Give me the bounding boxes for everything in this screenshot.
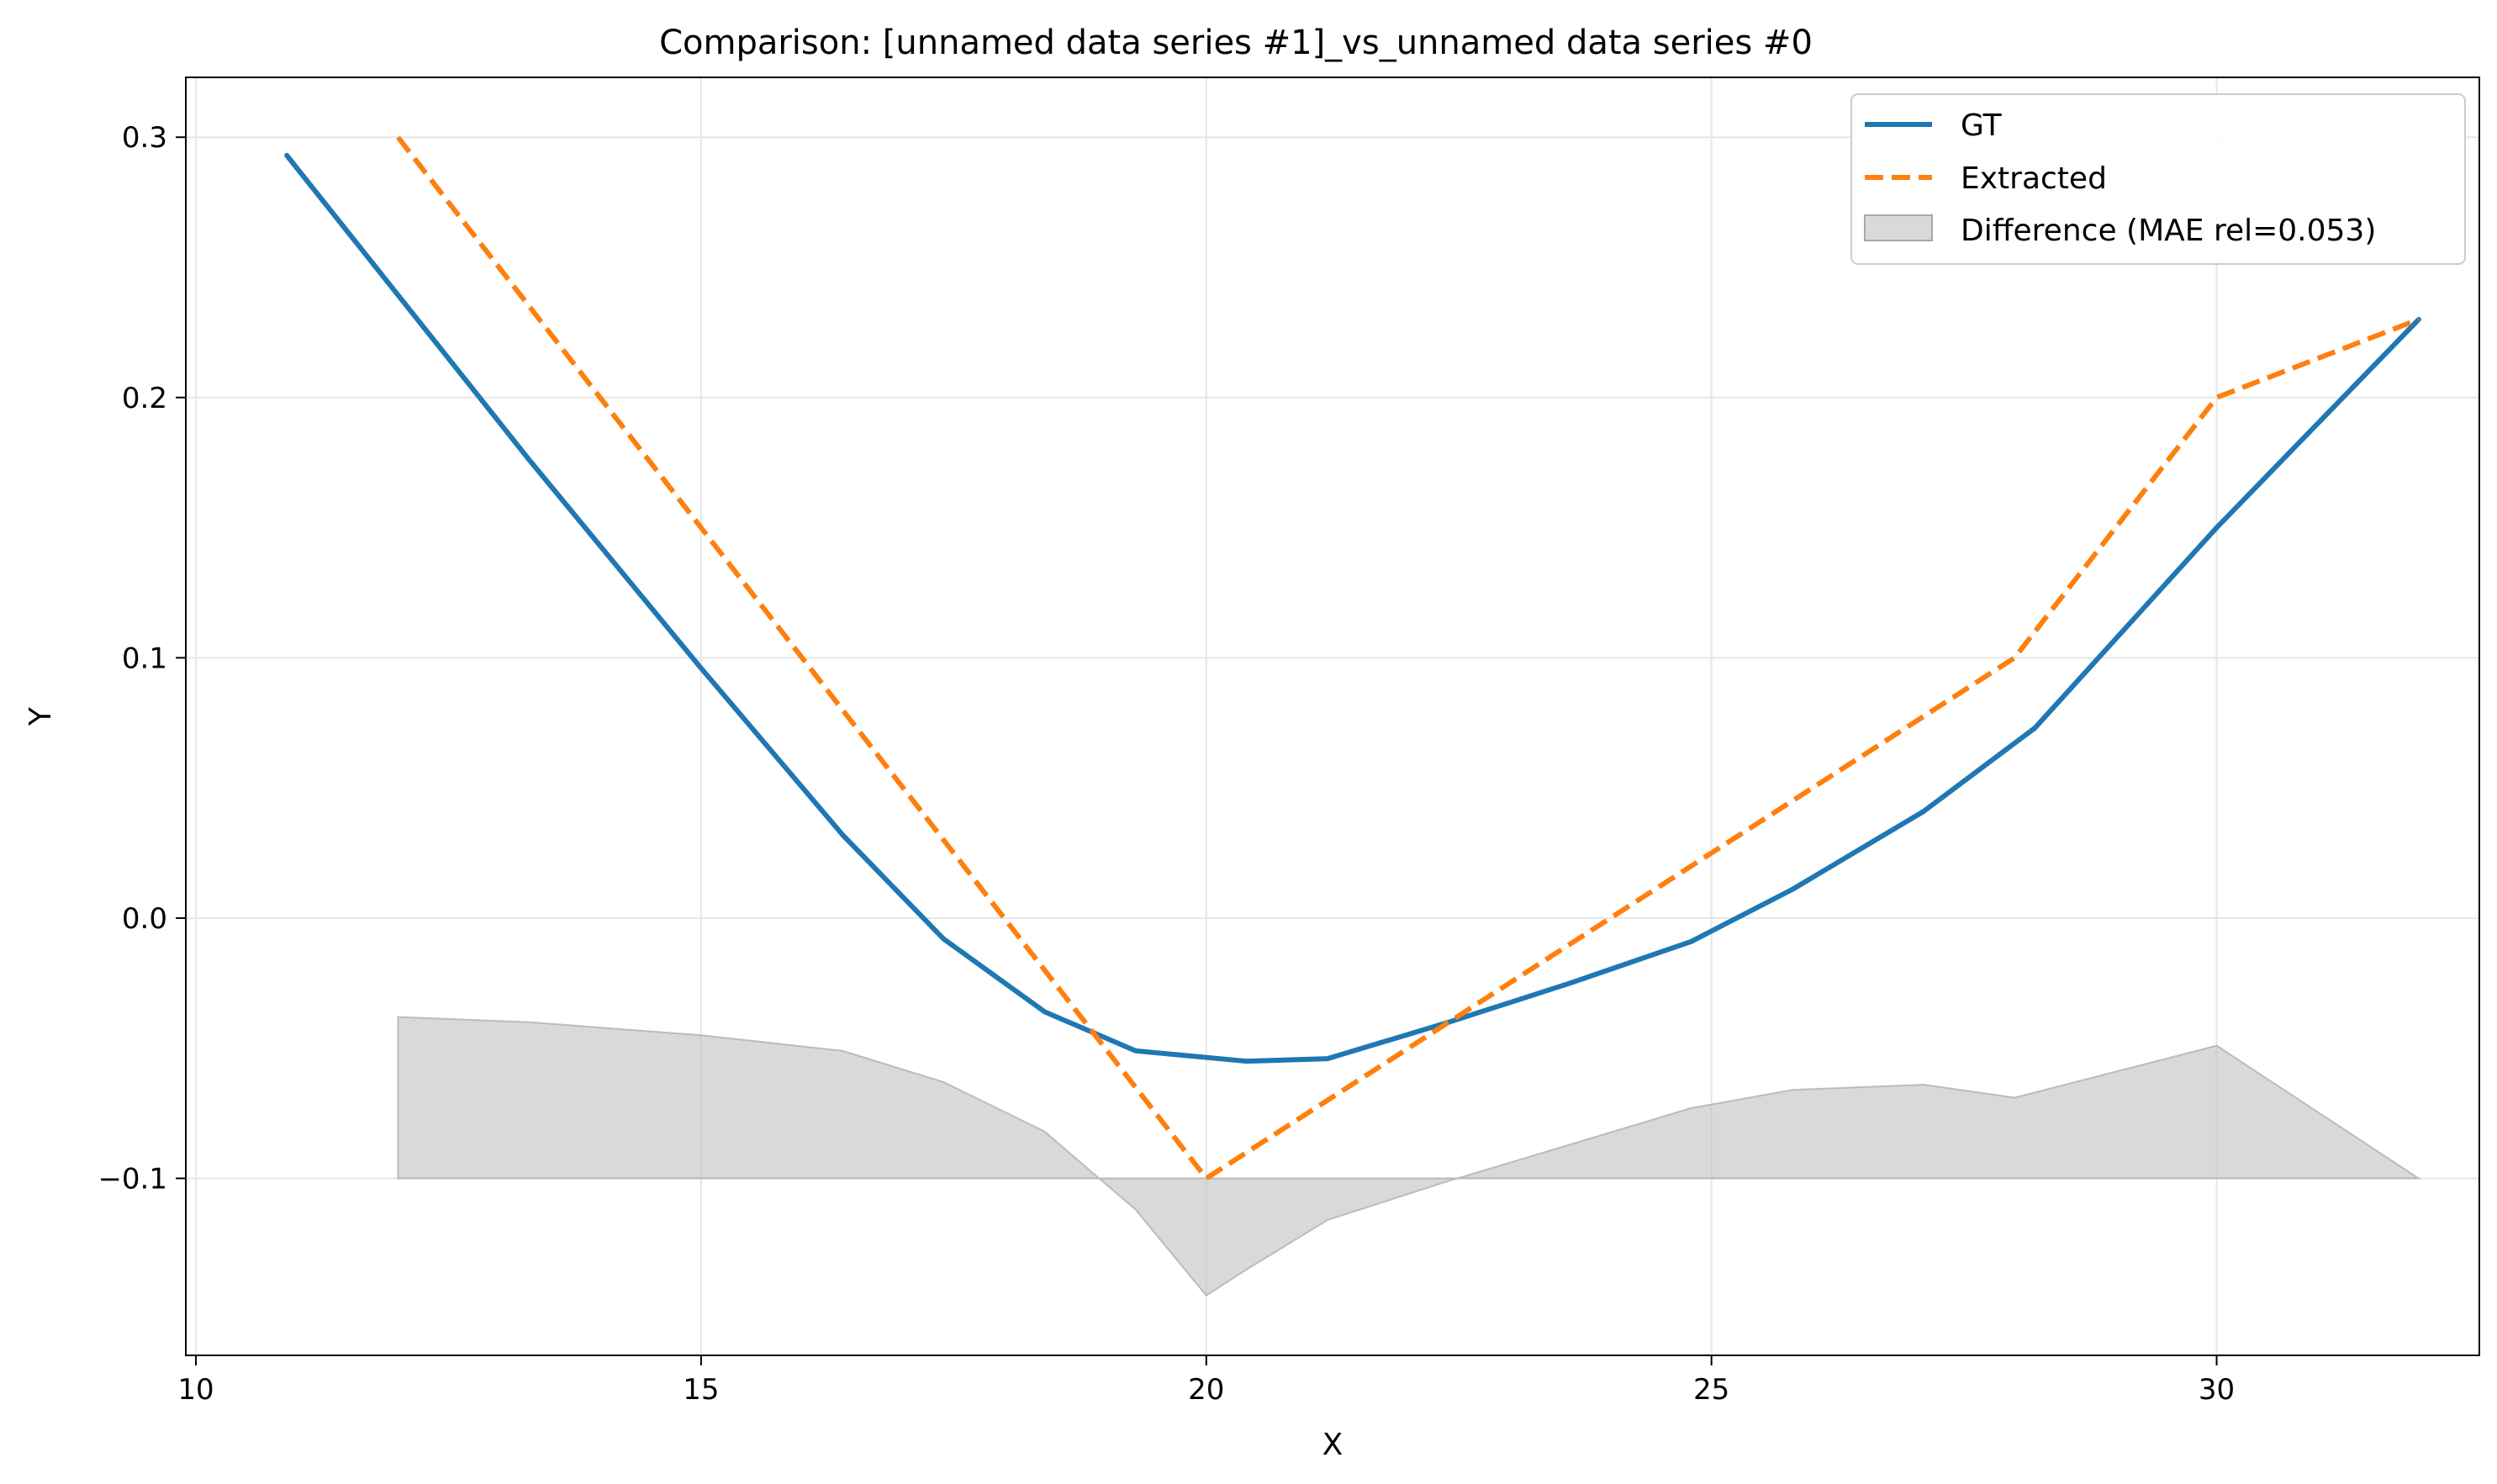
y-axis-label: Y (24, 706, 58, 726)
difference-area (397, 1016, 2422, 1297)
legend-gt-label: GT (1961, 108, 2003, 143)
x-tick-label: 10 (177, 1373, 214, 1407)
series-line-extracted (396, 135, 2420, 1181)
difference-area-layer (397, 1016, 2422, 1297)
plot-frame (185, 77, 2480, 1356)
series-layer (284, 135, 2421, 1181)
legend-difference-label: Difference (MAE rel=0.053) (1961, 214, 2376, 248)
x-axis-ticks: 10 15 20 25 30 (177, 1355, 2235, 1407)
y-tick-label: 0.0 (122, 902, 167, 936)
series-line-gt (284, 152, 2421, 1064)
y-axis-ticks: −0.1 0.0 0.1 0.2 0.3 (98, 121, 186, 1196)
x-tick-label: 30 (2199, 1373, 2235, 1407)
x-tick-label: 25 (1693, 1373, 1729, 1407)
y-tick-label: 0.1 (122, 642, 167, 675)
legend-frame (1850, 93, 2466, 265)
legend: GT Extracted Difference (MAE rel=0.053) (1850, 93, 2466, 265)
y-tick-label: 0.2 (122, 382, 167, 415)
x-tick-label: 15 (683, 1373, 719, 1407)
legend-difference-swatch (1864, 214, 1933, 241)
legend-extracted-label: Extracted (1961, 161, 2107, 196)
x-tick-label: 20 (1188, 1373, 1224, 1407)
y-tick-label: −0.1 (98, 1162, 167, 1196)
y-tick-label: 0.3 (122, 121, 167, 155)
x-axis-label: X (1322, 1428, 1344, 1462)
chart-title: Comparison: [unnamed data series #1]_vs_… (659, 24, 1813, 62)
